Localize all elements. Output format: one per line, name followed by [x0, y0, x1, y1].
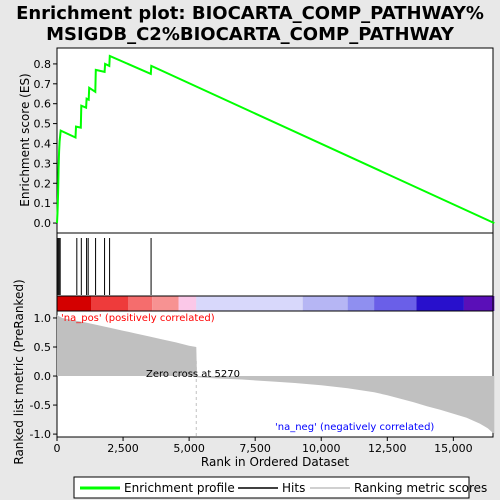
es-y-axis-label: Enrichment score (ES): [18, 73, 32, 206]
metric-y-axis-label: Ranked list metric (PreRanked): [12, 279, 26, 464]
legend-profile-label: Enrichment profile: [124, 481, 235, 495]
hits-plot-area: [56, 232, 494, 297]
es-tick-label: 0.5: [34, 118, 52, 131]
ranked-metric-panel: 1.0 0.5 0.0 -0.5 -1.0 0 2,500 5,000 7,500 10,000…: [30, 310, 495, 455]
es-tick-label: 0.6: [34, 98, 52, 111]
es-plot-area: [56, 47, 494, 234]
heatmap-segment: [178, 296, 197, 311]
x-axis-ticks: 0 2,500 5,000 7,500 10,000 12,500 15,000: [54, 437, 473, 455]
legend-hits-label: Hits: [282, 481, 305, 495]
x-tick-label: 12,500: [368, 442, 407, 455]
enrichment-profile-line: [56, 54, 495, 225]
ranking-metric-area: [57, 315, 495, 435]
es-tick-label: 0.8: [34, 58, 52, 71]
chart-title-line1: Enrichment plot: BIOCARTA_COMP_PATHWAY%: [16, 3, 484, 24]
heatmap-segment: [302, 296, 348, 311]
metric-tick-label: -0.5: [30, 399, 51, 412]
metric-tick-label: -1.0: [30, 428, 51, 441]
es-tick-label: 0.2: [34, 177, 52, 190]
heatmap-segment: [91, 296, 129, 311]
x-tick-label: 7,500: [239, 442, 271, 455]
es-tick-label: 0.4: [34, 137, 52, 150]
es-tick-label: 0.1: [34, 197, 52, 210]
hit-markers: [57, 238, 152, 295]
metric-y-axis-ticks: 1.0 0.5 0.0 -0.5 -1.0: [30, 312, 57, 441]
es-y-axis-ticks: 0.0 0.1 0.2 0.3 0.4 0.5 0.6 0.7 0.8: [34, 58, 57, 230]
x-axis-label: Rank in Ordered Dataset: [201, 455, 349, 469]
heatmap-segment: [416, 296, 464, 311]
hits-panel: [56, 232, 494, 297]
heatmap-segment: [374, 296, 417, 311]
positive-correlation-label: 'na_pos' (positively correlated): [61, 313, 215, 324]
heatmap-segment: [57, 296, 92, 311]
x-tick-label: 0: [54, 442, 61, 455]
es-tick-label: 0.3: [34, 157, 52, 170]
zero-cross-label: Zero cross at 5270: [146, 369, 240, 380]
chart-legend: Enrichment profile Hits Ranking metric s…: [73, 476, 487, 499]
legend-metric-label: Ranking metric scores: [354, 481, 487, 495]
negative-correlation-label: 'na_neg' (negatively correlated): [275, 422, 434, 433]
heatmap-segment: [347, 296, 375, 311]
x-tick-label: 2,500: [107, 442, 139, 455]
es-tick-label: 0.7: [34, 78, 52, 91]
x-tick-label: 15,000: [434, 442, 473, 455]
rank-heatmap-bar: [57, 296, 495, 311]
heatmap-segment: [128, 296, 153, 311]
x-tick-label: 5,000: [173, 442, 205, 455]
heatmap-segment: [463, 296, 495, 311]
heatmap-segment: [152, 296, 179, 311]
metric-tick-label: 0.5: [34, 341, 52, 354]
metric-tick-label: 1.0: [34, 312, 52, 325]
heatmap-segment: [196, 296, 303, 311]
es-tick-label: 0.0: [34, 217, 52, 230]
enrichment-score-panel: 0.0 0.1 0.2 0.3 0.4 0.5 0.6 0.7 0.8: [34, 47, 495, 234]
metric-tick-label: 0.0: [34, 370, 52, 383]
x-tick-label: 10,000: [302, 442, 341, 455]
chart-title-line2: MSIGDB_C2%BIOCARTA_COMP_PATHWAY: [46, 24, 455, 45]
